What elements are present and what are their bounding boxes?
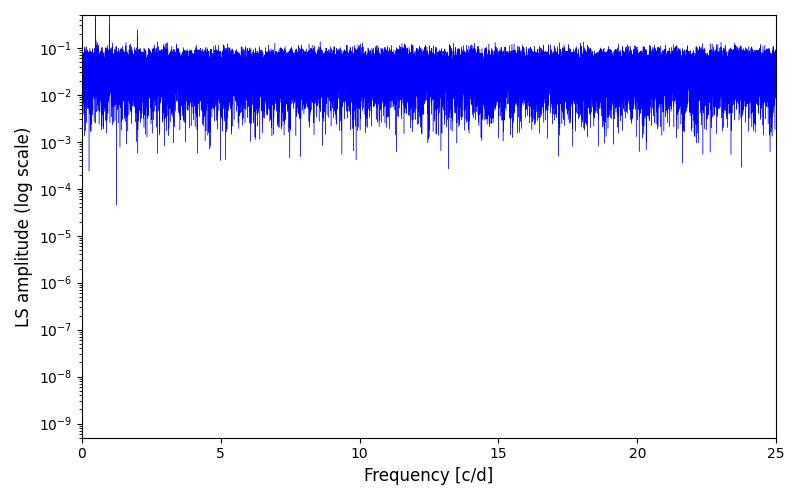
- Y-axis label: LS amplitude (log scale): LS amplitude (log scale): [15, 126, 33, 326]
- X-axis label: Frequency [c/d]: Frequency [c/d]: [364, 467, 494, 485]
